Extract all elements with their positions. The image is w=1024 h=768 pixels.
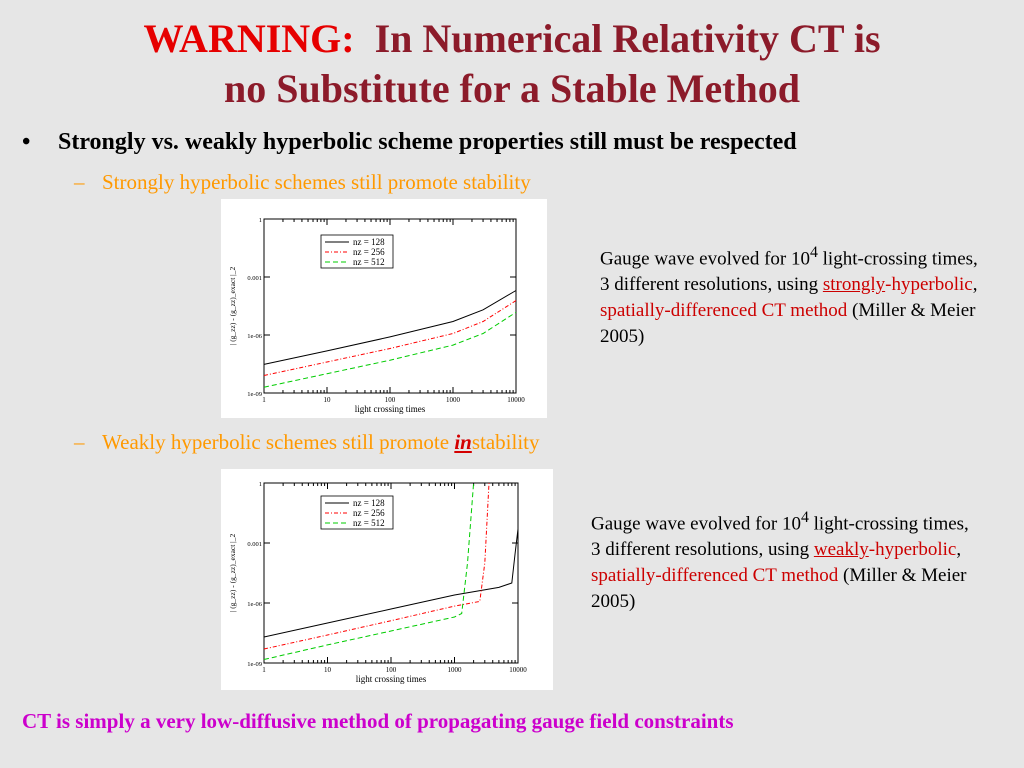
sub-dash: – <box>74 170 85 194</box>
x-tick-label: 10000 <box>509 666 527 674</box>
legend-label-2: nz = 256 <box>353 247 385 257</box>
caption-weak: Gauge wave evolved for 104 light-crossin… <box>591 505 976 615</box>
y-tick-label: 0.001 <box>247 275 262 282</box>
y-tick-label: 1e-06 <box>247 333 263 340</box>
caption-weak-g: (Miller & Meier 2005) <box>591 565 967 613</box>
x-axis-label: light crossing times <box>355 404 426 414</box>
x-tick-label: 10 <box>324 396 332 404</box>
y-tick-label: 1 <box>259 217 262 224</box>
y-tick-label: 1 <box>259 481 262 488</box>
legend-label-1: nz = 128 <box>353 237 385 247</box>
legend-label-2: nz = 256 <box>353 508 385 518</box>
y-axis-label: | (g_zz) - (g_zz)_exact |_2 <box>228 267 237 346</box>
x-tick-label: 100 <box>386 666 397 674</box>
series-line-3 <box>263 482 475 660</box>
caption-strong-d: -hyperbolic <box>885 274 973 296</box>
caption-weak-e: , <box>956 539 962 561</box>
sub-bullet-weak-after: stability <box>471 430 540 454</box>
series-line-3 <box>263 311 517 388</box>
series-line-2 <box>263 482 490 650</box>
caption-strong-a: Gauge wave evolved for 10 <box>600 248 810 270</box>
caption-weak-b: light-crossing times, 3 different resolu… <box>591 513 969 561</box>
legend-label-1: nz = 128 <box>353 498 385 508</box>
title-line-1-rest: In Numerical Relativity CT is <box>374 16 881 61</box>
x-tick-label: 1 <box>262 666 266 674</box>
y-axis-label: | (g_zz) - (g_zz)_exact |_2 <box>228 534 237 613</box>
x-tick-label: 1000 <box>446 396 461 404</box>
sub-bullet-weak-before: Weakly hyperbolic schemes still promote <box>102 430 455 454</box>
chart-weak-box: 1 10 100 1000 10000 1e-09 1e-06 0.001 1 light cro… <box>221 469 553 690</box>
series-line-1 <box>263 528 519 638</box>
x-tick-label: 10000 <box>507 396 525 404</box>
chart-weakly-hyperbolic: 1 10 100 1000 10000 1e-09 1e-06 0.001 1 light cro… <box>228 481 527 684</box>
caption-strong-e: , <box>972 274 978 296</box>
sub-bullet-weak-in: in <box>454 430 472 454</box>
legend-label-3: nz = 512 <box>353 518 385 528</box>
title-line-1: WARNING: In Numerical Relativity CT is <box>0 14 1024 64</box>
sub-bullet-weak: – Weakly hyperbolic schemes still promote… <box>74 428 540 456</box>
chart-strong-box: 1 10 100 1000 10000 1e-09 1e-06 0.001 1 light cro… <box>221 199 547 418</box>
slide-title: WARNING: In Numerical Relativity CT is n… <box>0 14 1024 114</box>
legend-label-3: nz = 512 <box>353 257 385 267</box>
caption-strong-c: strongly <box>822 274 886 296</box>
title-warning: WARNING: <box>143 16 355 61</box>
y-tick-label: 1e-09 <box>247 391 262 398</box>
title-line-2: no Substitute for a Stable Method <box>224 66 800 111</box>
main-bullet: • Strongly vs. weakly hyperbolic scheme p… <box>22 126 797 158</box>
legend-box <box>320 495 394 530</box>
y-tick-label: 1e-09 <box>247 661 262 668</box>
bullet-marker: • <box>22 129 31 155</box>
caption-weak-a: Gauge wave evolved for 10 <box>591 513 801 535</box>
sub-bullet-strong-text: Strongly hyperbolic schemes still promot… <box>102 170 531 194</box>
bullet-text: Strongly vs. weakly hyperbolic scheme pr… <box>58 129 797 155</box>
y-tick-label: 0.001 <box>247 541 262 548</box>
x-tick-label: 10 <box>324 666 332 674</box>
caption-strong-sup: 4 <box>809 244 818 261</box>
sub-bullet-strong: – Strongly hyperbolic schemes still promo… <box>74 168 531 196</box>
chart-strongly-hyperbolic: 1 10 100 1000 10000 1e-09 1e-06 0.001 1 light cro… <box>228 217 525 414</box>
x-axis-label: light crossing times <box>356 674 427 684</box>
y-tick-label: 1e-06 <box>247 601 263 608</box>
caption-weak-f: spatially-differenced CT method <box>591 565 839 587</box>
caption-weak-d: -hyperbolic <box>868 539 957 561</box>
caption-strong-b: light-crossing times, 3 different resolu… <box>600 248 978 296</box>
caption-strong-g: (Miller & Meier 2005) <box>600 300 976 348</box>
caption-weak-sup: 4 <box>800 509 809 526</box>
x-tick-label: 1 <box>262 396 266 404</box>
caption-strong-f: spatially-differenced CT method <box>600 300 848 322</box>
x-tick-label: 100 <box>385 396 396 404</box>
caption-weak-c: weakly <box>813 539 869 561</box>
bottom-statement: CT is simply a very low-diffusive method… <box>22 709 734 733</box>
caption-strong: Gauge wave evolved for 104 light-crossin… <box>600 240 985 350</box>
series-line-1 <box>263 290 517 365</box>
x-tick-label: 1000 <box>448 666 463 674</box>
sub-dash: – <box>74 430 85 454</box>
